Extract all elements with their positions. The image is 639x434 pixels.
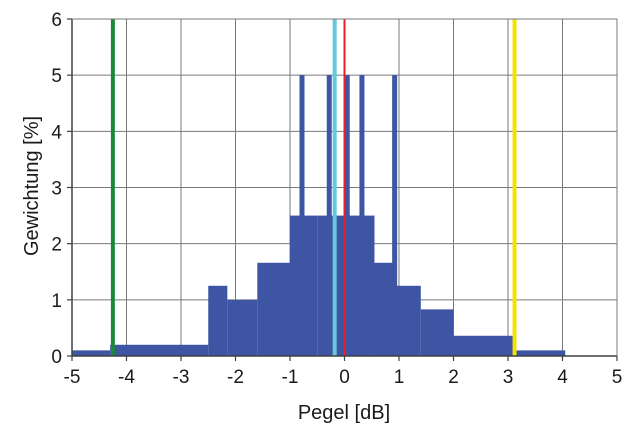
y-tick-label: 6 — [51, 10, 62, 31]
area-spike — [299, 75, 305, 357]
y-tick-label: 5 — [51, 66, 62, 87]
area-step — [513, 350, 566, 356]
plot-frame — [67, 18, 618, 361]
area-step — [374, 262, 394, 356]
y-tick-label: 4 — [51, 122, 62, 143]
area-spike — [326, 75, 332, 357]
area-spike — [359, 75, 365, 357]
x-tick-label: 5 — [612, 367, 623, 388]
y-tick-label: 1 — [51, 291, 62, 312]
x-tick-label: -5 — [64, 367, 81, 388]
area-step — [227, 299, 258, 356]
area-step — [420, 309, 454, 356]
x-tick-label: -2 — [227, 367, 244, 388]
marker-lines — [110, 19, 517, 356]
area-step — [110, 344, 209, 356]
y-tick-label: 3 — [51, 179, 62, 200]
area-spike — [392, 75, 398, 357]
area-step — [257, 262, 290, 356]
x-tick-label: -3 — [173, 367, 190, 388]
area-spike — [344, 75, 350, 357]
y-axis-title: Gewichtung [%] — [21, 116, 43, 256]
x-tick-label: -4 — [118, 367, 135, 388]
area-step — [72, 350, 111, 356]
area-step — [393, 285, 421, 356]
x-tick-label: 0 — [339, 367, 350, 388]
x-tick-label: 3 — [503, 367, 514, 388]
y-tick-label: 2 — [51, 235, 62, 256]
y-tick-labels: 0 1 2 3 4 5 6 — [51, 10, 62, 368]
area-step — [453, 335, 514, 356]
x-tick-label: 2 — [448, 367, 459, 388]
x-tick-labels: -5 -4 -3 -2 -1 0 1 2 3 4 5 — [64, 367, 623, 388]
x-tick-label: 4 — [557, 367, 568, 388]
x-tick-label: -1 — [282, 367, 299, 388]
distribution-area — [72, 75, 566, 357]
x-axis-title: Pegel [dB] — [298, 402, 390, 424]
area-step — [208, 285, 228, 356]
y-tick-label: 0 — [51, 347, 62, 368]
x-tick-label: 1 — [394, 367, 405, 388]
